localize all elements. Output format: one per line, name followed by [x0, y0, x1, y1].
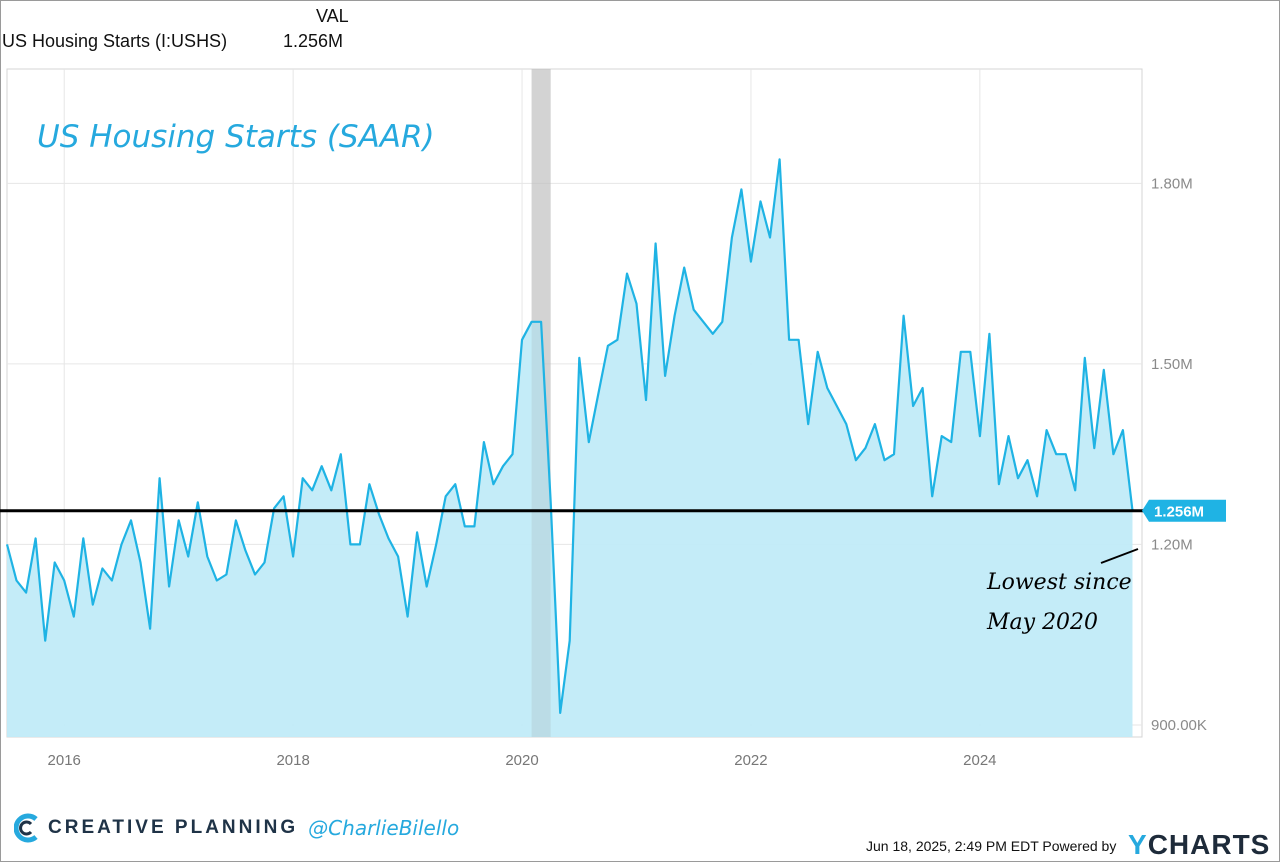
current-value-badge	[1142, 499, 1226, 522]
x-tick-label: 2018	[276, 752, 309, 769]
series-area	[7, 159, 1133, 738]
legend-value-header: VAL	[316, 6, 349, 26]
recession-band-overlay	[531, 69, 551, 737]
brand-block: CREATIVE PLANNING @CharlieBilello	[14, 813, 459, 843]
annotation-text: Lowest since	[986, 570, 1132, 595]
footer-credit: Jun 18, 2025, 2:49 PM EDT Powered by	[866, 838, 1117, 854]
y-tick-label: 1.80M	[1151, 175, 1193, 192]
legend-series-name: US Housing Starts (I:USHS)	[2, 31, 228, 51]
x-tick-label: 2016	[48, 752, 81, 769]
y-tick-label: 1.50M	[1151, 356, 1193, 373]
x-tick-label: 2020	[505, 752, 538, 769]
y-tick-label: 900.00K	[1151, 717, 1207, 734]
chart-title: US Housing Starts (SAAR)	[37, 119, 435, 155]
ycharts-logo-y: Y	[1128, 829, 1148, 860]
legend-series-value: 1.256M	[283, 31, 344, 51]
x-tick-label: 2024	[963, 752, 996, 769]
annotation-text: May 2020	[986, 610, 1098, 635]
current-value-label: 1.256M	[1154, 504, 1204, 521]
brand-handle: @CharlieBilello	[308, 816, 460, 840]
brand-name: CREATIVE PLANNING	[48, 817, 299, 838]
series-line	[5, 158, 1134, 714]
x-tick-label: 2022	[734, 752, 767, 769]
creative-planning-logo-icon	[14, 813, 38, 843]
ycharts-logo: YCHARTS	[1128, 829, 1270, 861]
annotation-arrow	[1100, 548, 1139, 564]
ycharts-logo-text: CHARTS	[1147, 829, 1271, 860]
y-tick-label: 1.20M	[1151, 536, 1193, 553]
